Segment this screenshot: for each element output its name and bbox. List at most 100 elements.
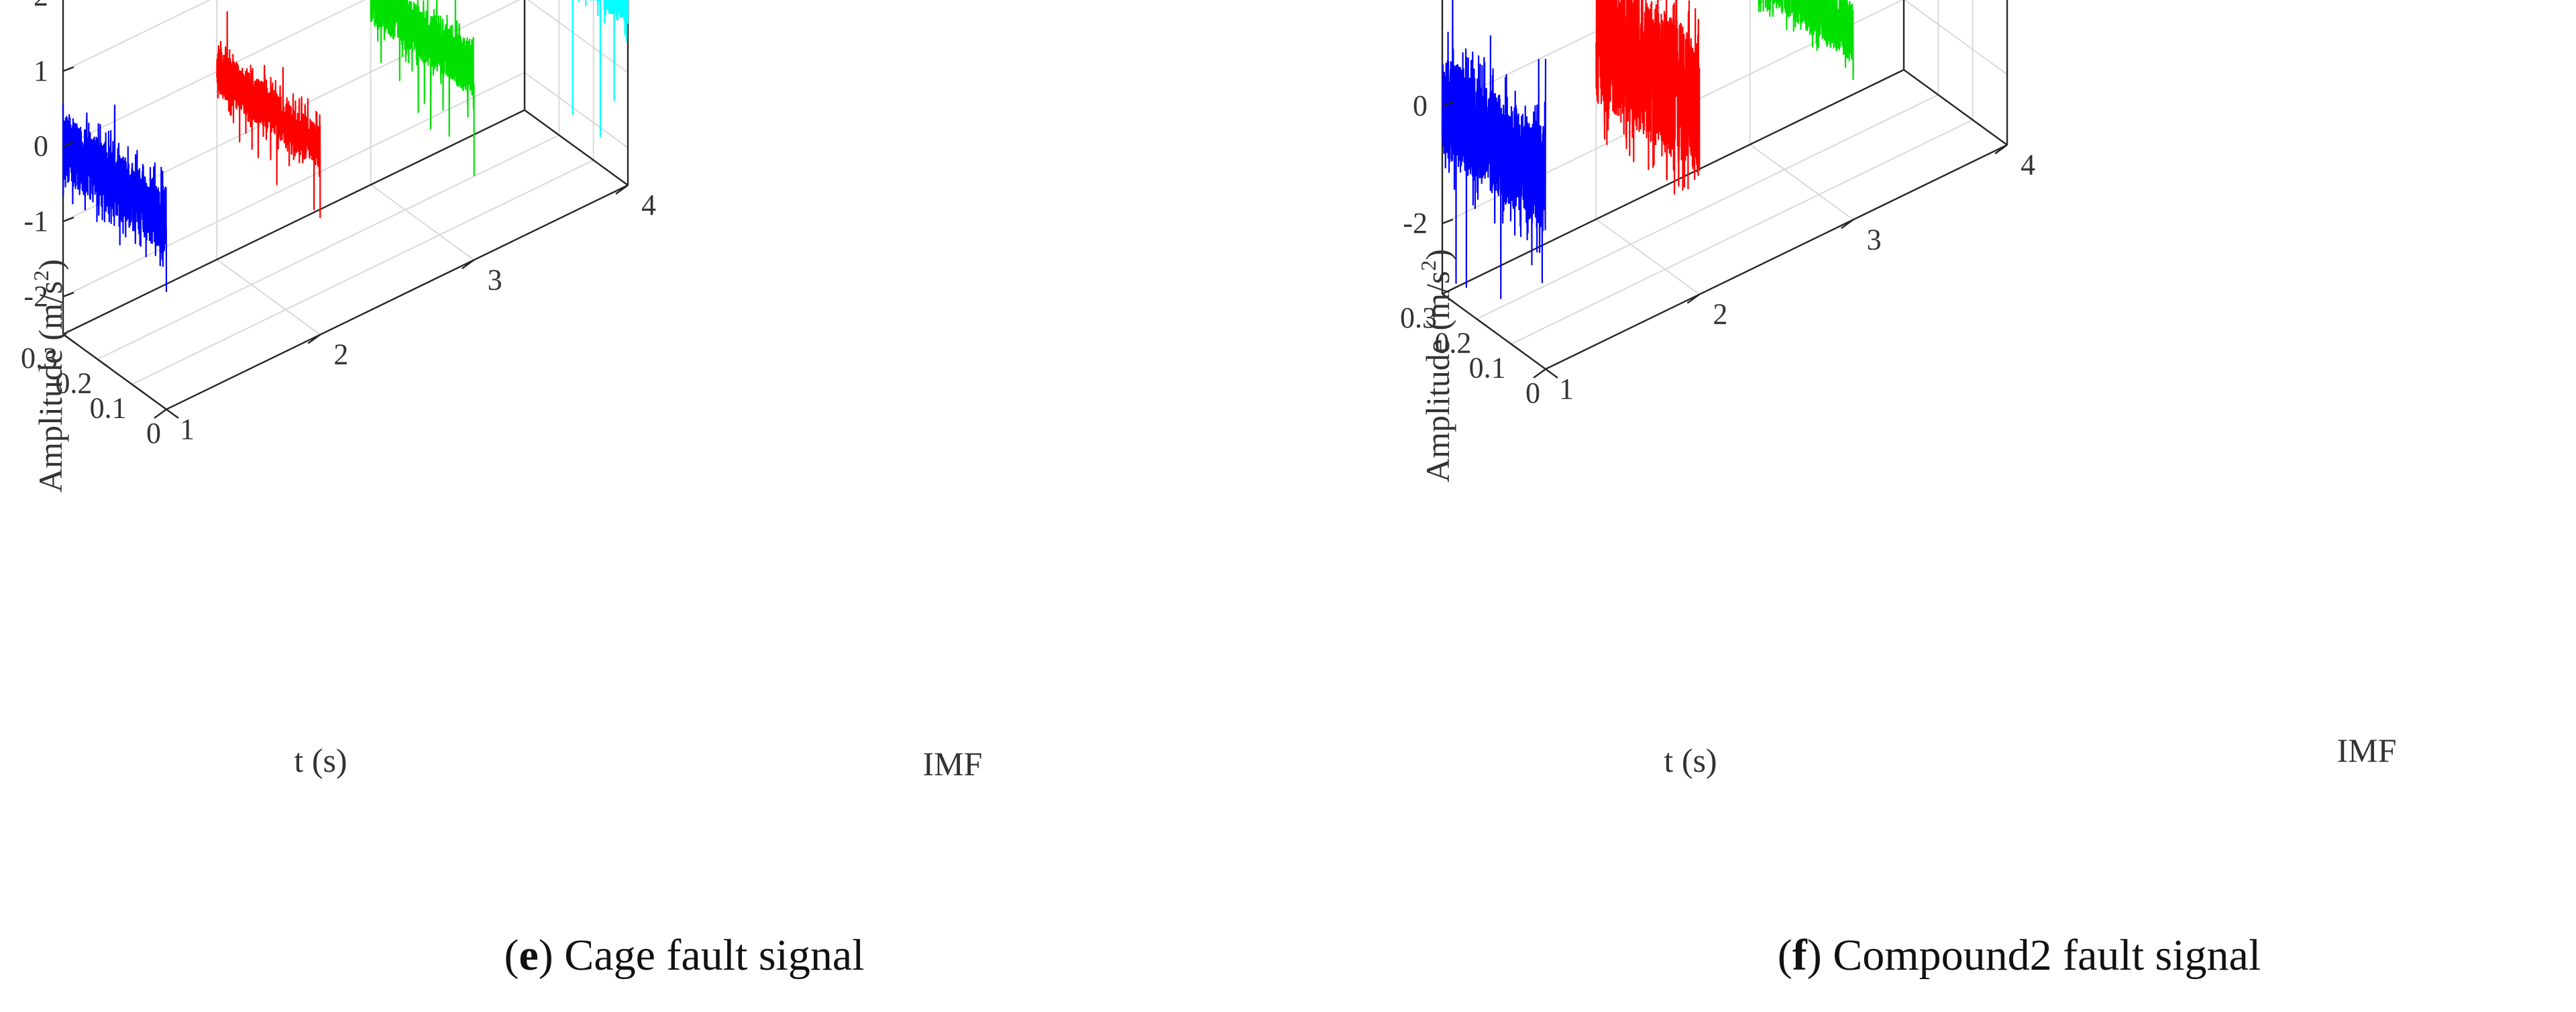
x-axis-label: t (s) xyxy=(294,742,347,779)
tick-mark-amp xyxy=(62,216,74,223)
tick-labels: 0 0.10.20.3 1 2 3 4 -2 0 2 xyxy=(1400,0,2035,409)
tick-mark-t xyxy=(131,383,145,394)
imf-tick-label: 2 xyxy=(333,338,348,371)
t-tick-label: 0.1 xyxy=(1469,352,1506,385)
grid-line-imf-floor xyxy=(216,258,321,336)
tick-mark-imf xyxy=(461,259,475,270)
t-tick-label: 0 xyxy=(146,417,161,450)
caption-letter: e xyxy=(519,931,538,980)
series-line-imf2 xyxy=(1595,0,1701,195)
tick-mark-amp xyxy=(62,141,74,148)
caption-text: Compound2 fault signal xyxy=(1822,931,2261,980)
amp-tick-label: -1 xyxy=(23,205,48,238)
grid-line-t-floor xyxy=(1476,94,1939,320)
amp-tick-label: -2 xyxy=(23,280,48,313)
y-axis-label-main: Amplitude (m/s xyxy=(1419,271,1456,483)
tick-mark-t xyxy=(1545,368,1558,378)
tick-mark-imf xyxy=(154,409,167,419)
tick-mark-imf xyxy=(1994,144,2008,154)
t-tick-label: 0.3 xyxy=(21,342,58,374)
tick-mark-t xyxy=(1442,293,1455,303)
axes-box-edge xyxy=(62,334,167,410)
caption-close-paren: ) xyxy=(539,931,553,980)
series-line-imf3 xyxy=(1758,0,1854,81)
grid-line-amp-side xyxy=(1903,0,2008,75)
t-tick-label: 0.1 xyxy=(90,392,127,425)
axes-box-edge xyxy=(1442,68,1904,295)
y-axis-label: Amplitude (m/s2) xyxy=(1416,249,1456,483)
series-line-imf4 xyxy=(572,0,629,138)
y-axis-label: Amplitude (m/s2) xyxy=(29,259,69,493)
series-group xyxy=(62,0,629,293)
axes-box-edge xyxy=(1442,293,1546,370)
tick-mark-t xyxy=(1476,318,1490,329)
amp-tick-label: 1 xyxy=(34,54,48,87)
grid-line-imf-floor xyxy=(1595,218,1700,295)
series-line-imf3 xyxy=(370,0,475,176)
imf-tick-label: 1 xyxy=(180,413,195,446)
tick-mark-imf xyxy=(1840,219,1854,230)
grid-line-amp-back xyxy=(1442,0,1662,107)
imf-tick-label: 2 xyxy=(1713,298,1727,331)
grid-line-t-floor xyxy=(131,159,594,385)
tick-mark-amp xyxy=(62,66,74,72)
chart-panel-f: 0 0.10.20.3 1 2 3 4 -2 0 2 t (s) IMF Amplitude (m/s… xyxy=(1400,0,2396,980)
imf-tick-label: 3 xyxy=(1867,223,1882,256)
amp-tick-label: 0 xyxy=(34,130,48,162)
grid-line-t-floor xyxy=(97,134,559,360)
imf-axis-label: IMF xyxy=(2337,731,2397,769)
series-line-imf1 xyxy=(62,103,168,293)
tick-mark-t xyxy=(62,334,76,344)
axes-box-edge xyxy=(1545,144,2008,370)
tick-mark-amp xyxy=(62,291,74,298)
series-group xyxy=(1441,0,1854,299)
caption-close-paren: ) xyxy=(1807,931,1822,980)
grid-line-amp-side xyxy=(527,0,629,73)
imf-tick-label: 4 xyxy=(2021,148,2035,181)
y-axis-label-close: ) xyxy=(1419,249,1456,260)
x-axis-label: t (s) xyxy=(1664,742,1717,779)
amp-tick-label: 2 xyxy=(34,0,48,12)
grid-line-imf-floor xyxy=(1750,144,1854,221)
series-line-imf2 xyxy=(216,11,321,219)
grid-line-amp-back xyxy=(62,72,525,297)
figure-caption: (f) Compound2 fault signal xyxy=(1778,931,2261,980)
caption-open-paren: ( xyxy=(504,931,519,980)
tick-marks xyxy=(62,66,629,419)
series-line-imf1 xyxy=(1441,0,1547,299)
tick-mark-amp xyxy=(1442,101,1454,107)
tick-mark-imf xyxy=(1533,368,1546,378)
tick-mark-t xyxy=(97,358,111,369)
caption-letter: f xyxy=(1792,931,1808,980)
tick-mark-t xyxy=(1510,343,1524,354)
figure-caption: (e) Cage fault signal xyxy=(504,931,865,980)
tick-marks xyxy=(1442,101,2008,378)
t-tick-label: 0.2 xyxy=(1434,326,1471,359)
y-axis-label-main: Amplitude (m/s xyxy=(32,281,69,493)
t-tick-label: 0 xyxy=(1525,376,1540,409)
grid-line-t-floor xyxy=(1511,119,1974,345)
imf-tick-label: 4 xyxy=(641,189,656,221)
axes-box-edge xyxy=(62,109,525,336)
imf-axis-label: IMF xyxy=(923,745,983,782)
t-tick-label: 0.2 xyxy=(55,366,92,399)
axes-box-edge xyxy=(1903,69,2008,146)
tick-mark-imf xyxy=(307,334,321,344)
t-tick-label: 0.3 xyxy=(1400,301,1437,334)
caption-open-paren: ( xyxy=(1778,931,1792,980)
y-axis-label-superscript: 2 xyxy=(29,270,53,281)
axes-box-edge xyxy=(166,184,629,411)
grid-line-imf-floor xyxy=(370,184,475,261)
y-axis-label-close: ) xyxy=(32,259,69,270)
imf-tick-label: 3 xyxy=(488,263,502,296)
caption-text: Cage fault signal xyxy=(553,931,865,980)
grid-line-amp-side xyxy=(524,72,629,148)
grid-line-amp-back xyxy=(62,0,366,147)
amp-tick-label: -2 xyxy=(1403,207,1428,240)
grid-line-amp-back xyxy=(62,0,211,72)
amp-tick-label: 2 xyxy=(1413,0,1428,5)
